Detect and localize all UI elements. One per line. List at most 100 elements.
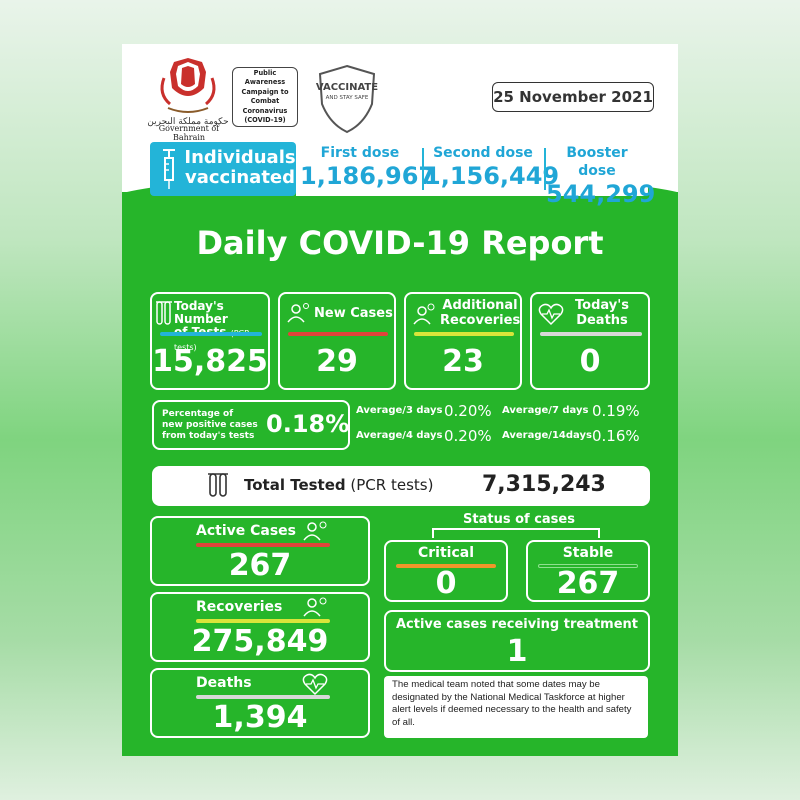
recoveries-label-line1: Additional (442, 298, 518, 313)
deaths-label-line1: Today's (575, 298, 629, 313)
stable-value: 267 (556, 566, 620, 601)
shield-icon: VACCINATE AND STAY SAFE (316, 64, 378, 134)
stable-label: Stable (562, 545, 614, 561)
person-recovery-icon (303, 597, 327, 617)
total-tested-value: 7,315,243 (482, 472, 606, 497)
critical-card: Critical 0 (384, 540, 508, 602)
booster-dose-value: 544,299 (546, 180, 656, 208)
first-dose-label: First dose (320, 145, 400, 161)
booster-dose-label: Booster dose (566, 145, 628, 179)
heart-pulse-icon (538, 303, 564, 326)
total-recoveries-underline (196, 619, 330, 623)
tests-value: 15,825 (152, 344, 268, 379)
total-recoveries-label: Recoveries (196, 599, 283, 615)
total-recoveries-value: 275,849 (191, 624, 329, 659)
total-recoveries-card: Recoveries 275,849 (150, 592, 370, 662)
avg14-value: 0.16% (592, 427, 640, 445)
new-cases-underline (288, 332, 388, 336)
total-deaths-value: 1,394 (212, 700, 308, 735)
deaths-label-line2: Deaths (576, 313, 628, 328)
total-tested-title: Total Tested (244, 476, 346, 494)
new-cases-value: 29 (316, 344, 358, 379)
total-deaths-card: Deaths 1,394 (150, 668, 370, 738)
total-deaths-underline (196, 695, 330, 699)
test-tube-icon (208, 473, 228, 497)
individuals-label-line1: Individuals (184, 147, 296, 168)
booster-dose: Booster dose 544,299 (546, 142, 655, 208)
positivity-label-line1: Percentage of (162, 409, 234, 419)
recoveries-label-line2: Recoveries (440, 313, 521, 328)
report-poster: ﺣﻜﻮﻣﺔ ﻣﻤﻠﻜﺔ ﺍﻟﺒﺤﺮﻳﻦ Government of Bahrai… (122, 44, 678, 756)
new-cases-label: New Cases (314, 306, 393, 321)
active-cases-value: 267 (228, 548, 292, 583)
second-dose-label: Second dose (433, 145, 533, 161)
deaths-value: 0 (579, 344, 601, 379)
report-date: 25 November 2021 (492, 82, 654, 112)
bahrain-emblem-icon: ﺣﻜﻮﻣﺔ ﻣﻤﻠﻜﺔ ﺍﻟﺒﺤﺮﻳﻦ (148, 58, 228, 127)
avg4-label: Average/4 days (356, 430, 443, 441)
critical-label: Critical (417, 545, 474, 561)
active-cases-label: Active Cases (196, 523, 297, 539)
recoveries-card: Additional Recoveries 23 (404, 292, 522, 390)
person-recovery-icon (413, 303, 435, 325)
stable-card: Stable 267 (526, 540, 650, 602)
recoveries-label: Additional Recoveries (440, 298, 520, 328)
medical-note: The medical team noted that some dates m… (384, 676, 648, 738)
avg3-value: 0.20% (444, 402, 492, 420)
vaccination-bar: Individuals vaccinated First dose 1,186,… (150, 142, 655, 208)
stay-safe-label: AND STAY SAFE (326, 95, 369, 101)
avg7-label: Average/7 days (502, 405, 589, 416)
tests-card: Today's Number of Tests (PCR tests) 15,8… (150, 292, 270, 390)
avg7-value: 0.19% (592, 402, 640, 420)
deaths-underline (540, 332, 642, 336)
total-tested-label: Total Tested (PCR tests) (244, 476, 433, 494)
individuals-vaccinated-label: Individuals vaccinated (184, 148, 296, 188)
person-virus-icon (287, 303, 309, 323)
recoveries-underline (414, 332, 514, 336)
avg14-label: Average/14days (502, 430, 592, 441)
dose-divider (422, 148, 424, 190)
status-bracket (432, 528, 600, 538)
positivity-label-line3: from today's tests (162, 431, 255, 441)
report-title: Daily COVID-19 Report (196, 224, 604, 262)
treatment-label: Active cases receiving treatment (395, 617, 639, 632)
treatment-card: Active cases receiving treatment 1 (384, 610, 650, 672)
new-cases-card: New Cases 29 (278, 292, 396, 390)
active-cases-card: Active Cases 267 (150, 516, 370, 586)
dose-panel (296, 142, 648, 196)
government-label: Government of Bahrain (158, 124, 220, 142)
individuals-vaccinated-box: Individuals vaccinated (150, 142, 296, 196)
tests-underline (160, 332, 262, 336)
treatment-value: 1 (506, 634, 528, 669)
total-tested-bar: Total Tested (PCR tests) 7,315,243 (152, 466, 650, 506)
vaccinate-label: VACCINATE (316, 82, 378, 93)
test-tube-icon (156, 301, 172, 325)
syringe-icon (163, 149, 175, 189)
positivity-label: Percentage of new positive cases from to… (162, 409, 258, 442)
dose-divider (544, 148, 546, 190)
svg-text:ﺣﻜﻮﻣﺔ ﻣﻤﻠﻜﺔ ﺍﻟﺒﺤﺮﻳﻦ: ﺣﻜﻮﻣﺔ ﻣﻤﻠﻜﺔ ﺍﻟﺒﺤﺮﻳﻦ (148, 117, 228, 127)
individuals-label-line2: vaccinated (184, 167, 296, 188)
deaths-label: Today's Deaths (572, 298, 632, 328)
stable-underline (538, 564, 638, 568)
total-tested-unit: (PCR tests) (350, 476, 434, 494)
second-dose: Second dose 1,156,449 (424, 142, 560, 196)
status-title: Status of cases (459, 512, 579, 527)
recoveries-value: 23 (442, 344, 484, 379)
second-dose-value: 1,156,449 (424, 162, 560, 190)
avg3-label: Average/3 days (356, 405, 443, 416)
critical-value: 0 (435, 566, 457, 601)
first-dose: First dose 1,186,967 (300, 142, 436, 196)
deaths-card: Today's Deaths 0 (530, 292, 650, 390)
campaign-box: Public Awareness Campaign to Combat Coro… (232, 67, 298, 127)
heart-pulse-icon (302, 673, 328, 696)
report-date-text: 25 November 2021 (493, 88, 653, 106)
person-virus-icon (303, 521, 327, 541)
first-dose-value: 1,186,967 (300, 162, 436, 190)
positivity-value: 0.18% (266, 410, 350, 438)
critical-underline (396, 564, 496, 568)
campaign-text: Public Awareness Campaign to Combat Coro… (241, 68, 289, 125)
active-cases-underline (196, 543, 330, 547)
positivity-label-line2: new positive cases (162, 420, 258, 430)
total-deaths-label: Deaths (196, 675, 252, 691)
